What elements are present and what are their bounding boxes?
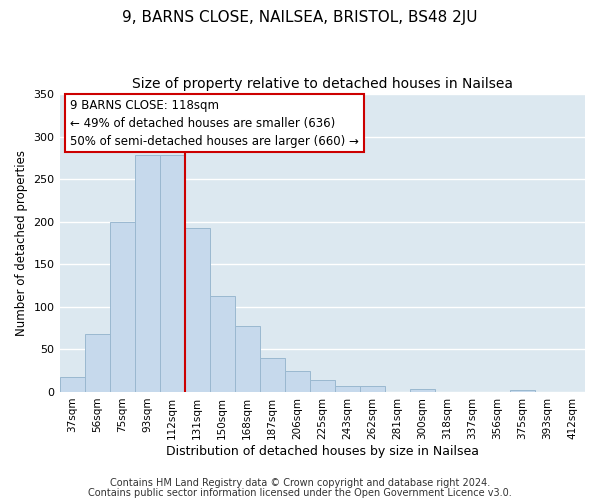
Bar [59,376,85,392]
Bar [335,386,360,392]
Bar [185,228,209,392]
Bar [209,296,235,392]
Bar [410,390,435,392]
Bar [134,156,160,392]
Text: 9, BARNS CLOSE, NAILSEA, BRISTOL, BS48 2JU: 9, BARNS CLOSE, NAILSEA, BRISTOL, BS48 2… [122,10,478,25]
Bar [360,386,385,392]
Bar [260,358,285,392]
Text: Contains HM Land Registry data © Crown copyright and database right 2024.: Contains HM Land Registry data © Crown c… [110,478,490,488]
Text: Contains public sector information licensed under the Open Government Licence v3: Contains public sector information licen… [88,488,512,498]
Bar [285,370,310,392]
Y-axis label: Number of detached properties: Number of detached properties [15,150,28,336]
Bar [85,334,110,392]
Bar [510,390,535,392]
Title: Size of property relative to detached houses in Nailsea: Size of property relative to detached ho… [132,78,513,92]
Bar [160,156,185,392]
X-axis label: Distribution of detached houses by size in Nailsea: Distribution of detached houses by size … [166,444,479,458]
Text: 9 BARNS CLOSE: 118sqm
← 49% of detached houses are smaller (636)
50% of semi-det: 9 BARNS CLOSE: 118sqm ← 49% of detached … [70,98,359,148]
Bar [310,380,335,392]
Bar [110,222,134,392]
Bar [235,326,260,392]
